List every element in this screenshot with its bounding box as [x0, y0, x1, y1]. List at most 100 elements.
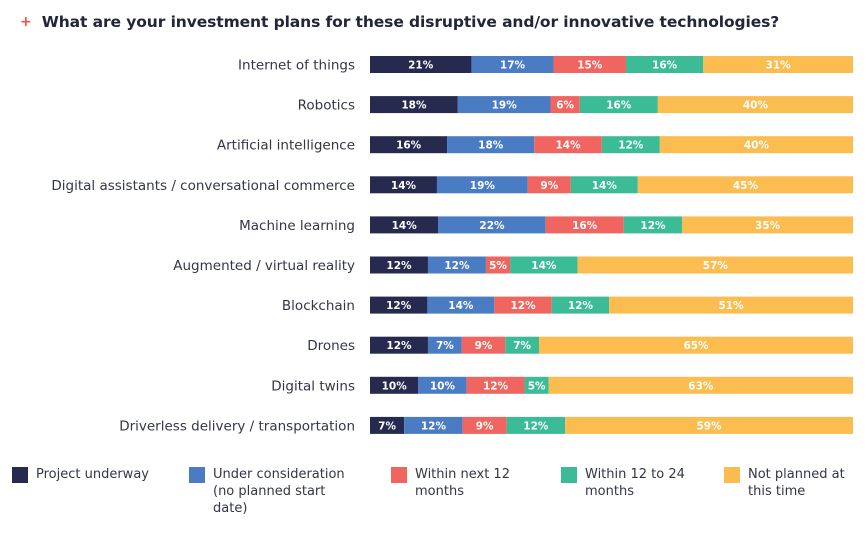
data-label-digital-twins-4: 63% [688, 380, 714, 392]
data-label-blockchain-0: 12% [386, 300, 412, 312]
data-label-blockchain-3: 12% [568, 300, 594, 312]
data-label-robotics-4: 40% [743, 100, 769, 112]
data-label-drones-0: 12% [386, 340, 412, 352]
data-label-robotics-0: 18% [401, 100, 427, 112]
bar-segment-digital-twins-0 [370, 376, 419, 394]
data-label-artificial-intelligence-3: 12% [618, 140, 644, 152]
data-label-driverless-delivery-transportation-2: 9% [476, 420, 494, 432]
bar-segment-digital-twins-3 [524, 376, 549, 394]
bar-segment-augmented-virtual-reality-1 [427, 256, 486, 274]
data-label-artificial-intelligence-4: 40% [744, 140, 770, 152]
bar-segment-drones-0 [370, 336, 428, 354]
data-label-augmented-virtual-reality-1: 12% [444, 260, 470, 272]
stacked-bar-chart: Internet of things 21% 17% 15% 16% 31% Robotic… [51, 56, 853, 434]
data-label-driverless-delivery-transportation-0: 7% [378, 420, 396, 432]
bar-segment-digital-twins-2 [466, 376, 525, 394]
data-label-blockchain-1: 14% [448, 300, 474, 312]
data-label-digital-assistants-conversational-commerce-2: 9% [540, 180, 558, 192]
legend-item-within-12-to-24-months: Within 12 to 24 months [561, 466, 711, 500]
legend-label: Within next 12 months [415, 467, 510, 499]
legend-item-within-12-months: Within next 12 months [391, 466, 541, 500]
bar-segment-digital-assistants-conversational-commerce-1 [436, 176, 528, 194]
legend-label: Within 12 to 24 months [585, 467, 685, 499]
data-label-robotics-1: 19% [492, 100, 518, 112]
data-label-robotics-3: 16% [606, 100, 632, 112]
bar-segment-machine-learning-0 [370, 216, 439, 234]
data-label-artificial-intelligence-2: 14% [555, 140, 581, 152]
legend-label: Project underway [36, 467, 149, 482]
category-label-driverless-delivery-transportation: Driverless delivery / transportation [119, 418, 355, 434]
data-label-augmented-virtual-reality-3: 14% [531, 260, 557, 272]
data-label-digital-twins-3: 5% [528, 380, 546, 392]
bar-segment-robotics-0 [370, 96, 458, 114]
data-label-internet-of-things-3: 16% [652, 60, 678, 72]
legend-item-project-underway: Project underway [12, 466, 172, 483]
bar-segment-artificial-intelligence-2 [534, 136, 602, 154]
bar-segment-robotics-4 [657, 96, 853, 114]
data-label-drones-4: 65% [683, 340, 709, 352]
data-label-digital-twins-2: 12% [483, 380, 509, 392]
bar-segment-drones-4 [539, 336, 853, 354]
data-label-driverless-delivery-transportation-1: 12% [421, 420, 447, 432]
bar-segment-driverless-delivery-transportation-1 [404, 416, 463, 434]
bar-segment-blockchain-3 [551, 296, 610, 314]
data-label-blockchain-4: 51% [718, 300, 744, 312]
bar-segment-digital-twins-1 [418, 376, 467, 394]
bar-segment-drones-3 [505, 336, 540, 354]
chart-title: What are your investment plans for these… [41, 13, 780, 31]
data-label-digital-assistants-conversational-commerce-1: 19% [470, 180, 496, 192]
legend-swatch [189, 467, 205, 483]
category-label-digital-assistants-conversational-commerce: Digital assistants / conversational comm… [51, 178, 355, 194]
bar-segment-artificial-intelligence-0 [370, 136, 448, 154]
bar-segment-internet-of-things-3 [625, 56, 704, 73]
data-label-digital-assistants-conversational-commerce-4: 45% [733, 180, 759, 192]
chart-header: + What are your investment plans for the… [20, 8, 779, 36]
bar-segment-machine-learning-2 [545, 216, 624, 234]
bar-segment-digital-assistants-conversational-commerce-4 [637, 176, 853, 194]
data-label-digital-twins-0: 10% [382, 380, 408, 392]
data-label-machine-learning-0: 14% [392, 220, 418, 232]
bar-segment-digital-assistants-conversational-commerce-2 [527, 176, 571, 194]
bar-segment-drones-2 [461, 336, 506, 354]
data-label-artificial-intelligence-1: 18% [478, 140, 504, 152]
bar-segment-artificial-intelligence-4 [659, 136, 853, 154]
bar-segment-internet-of-things-4 [703, 56, 853, 73]
bar-segment-blockchain-2 [494, 296, 552, 314]
legend-item-under-consideration: Under consideration (no planned start da… [189, 466, 359, 517]
bar-segment-augmented-virtual-reality-4 [577, 256, 853, 274]
bar-segment-artificial-intelligence-3 [601, 136, 660, 154]
data-label-artificial-intelligence-0: 16% [396, 140, 422, 152]
data-label-augmented-virtual-reality-4: 57% [703, 260, 729, 272]
bar-segment-augmented-virtual-reality-0 [370, 256, 428, 274]
bar-segment-driverless-delivery-transportation-0 [370, 416, 405, 434]
data-label-internet-of-things-4: 31% [766, 60, 792, 72]
category-label-digital-twins: Digital twins [271, 378, 355, 394]
bar-segment-internet-of-things-1 [471, 56, 554, 73]
category-label-artificial-intelligence: Artificial intelligence [217, 138, 355, 154]
category-label-drones: Drones [307, 338, 355, 354]
category-label-blockchain: Blockchain [282, 298, 355, 314]
data-label-drones-1: 7% [436, 340, 454, 352]
legend-swatch [12, 467, 28, 483]
data-label-machine-learning-4: 35% [755, 220, 781, 232]
data-label-internet-of-things-2: 15% [577, 60, 603, 72]
bar-segment-driverless-delivery-transportation-3 [506, 416, 566, 434]
legend-label: Not planned at this time [748, 467, 845, 499]
bar-segment-internet-of-things-2 [553, 56, 626, 73]
data-label-digital-assistants-conversational-commerce-0: 14% [391, 180, 417, 192]
bar-segment-machine-learning-4 [682, 216, 853, 234]
data-label-driverless-delivery-transportation-4: 59% [697, 420, 723, 432]
bar-segment-artificial-intelligence-1 [447, 136, 535, 154]
bar-segment-digital-assistants-conversational-commerce-3 [570, 176, 638, 194]
data-label-digital-twins-1: 10% [430, 380, 456, 392]
legend-swatch [724, 467, 740, 483]
chart-legend: Project underway Under consideration (no… [0, 466, 866, 526]
legend-swatch [391, 467, 407, 483]
bar-segment-robotics-2 [550, 96, 580, 114]
legend-swatch [561, 467, 577, 483]
data-label-machine-learning-1: 22% [479, 220, 505, 232]
data-label-machine-learning-3: 12% [640, 220, 666, 232]
legend-item-not-planned: Not planned at this time [724, 466, 864, 500]
bar-segment-digital-twins-4 [548, 376, 853, 394]
bar-segment-augmented-virtual-reality-2 [485, 256, 511, 274]
